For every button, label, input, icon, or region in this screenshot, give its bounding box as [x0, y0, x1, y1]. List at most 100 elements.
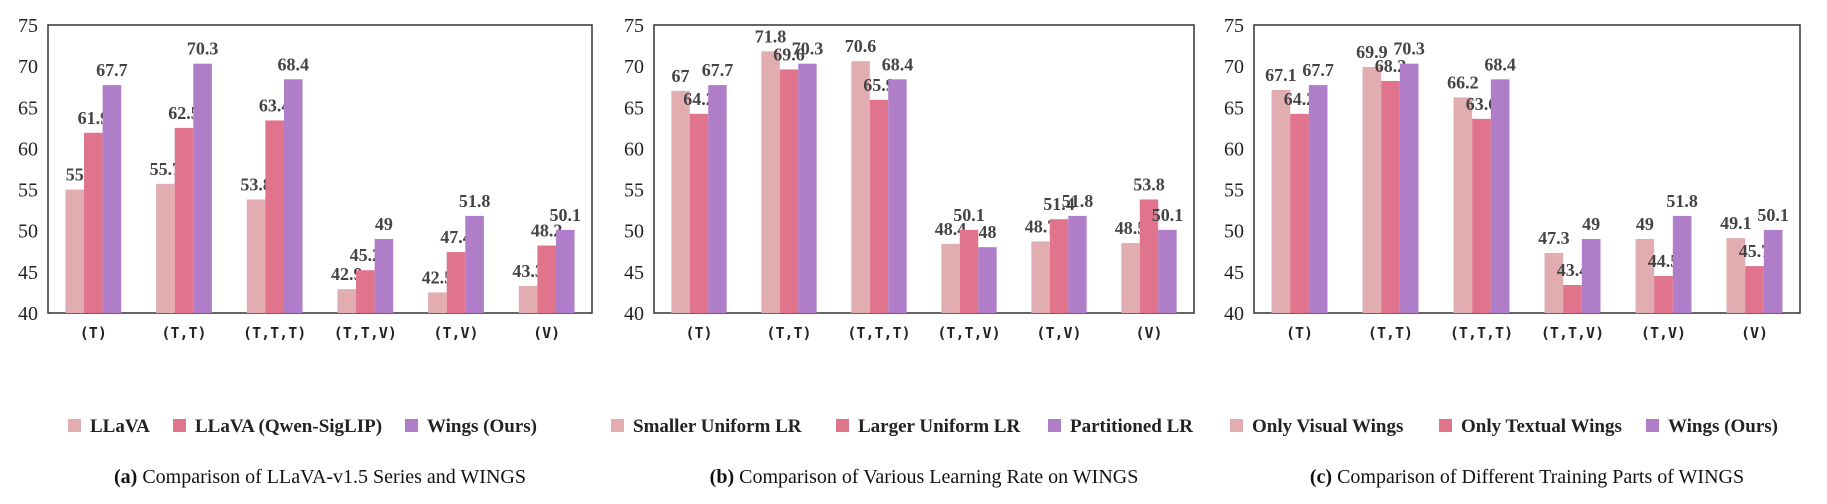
- data-label: 55: [66, 165, 84, 185]
- data-label: 65.9: [863, 75, 895, 95]
- x-tick-label: (T,T,T): [243, 324, 306, 342]
- bar: [959, 229, 979, 313]
- legend-swatch: [1439, 419, 1452, 432]
- legend-swatch: [173, 419, 186, 432]
- bar: [193, 63, 212, 313]
- data-label: 49.1: [1720, 213, 1752, 233]
- x-tick-label: (V): [533, 324, 560, 342]
- y-tick-label: 45: [18, 262, 38, 284]
- data-label: 42.5: [422, 267, 454, 287]
- bar: [888, 79, 907, 314]
- data-label: 47.4: [440, 227, 472, 247]
- bar: [337, 289, 357, 313]
- data-label: 43.4: [1557, 260, 1589, 280]
- data-label: 64.2: [1284, 89, 1316, 109]
- caption-prefix: (c): [1310, 466, 1337, 488]
- bar: [869, 99, 889, 313]
- bar: [1121, 243, 1140, 313]
- bar: [1745, 266, 1764, 313]
- bar: [1544, 252, 1564, 313]
- data-label: 51.4: [1043, 194, 1075, 214]
- data-label: 68.4: [1484, 54, 1516, 74]
- legend-swatch: [1646, 419, 1659, 432]
- legend-swatch: [611, 419, 624, 432]
- x-tick-label: (V): [1741, 324, 1768, 342]
- bar: [851, 61, 870, 313]
- bar: [1271, 90, 1291, 314]
- x-tick-label: (T,T,T): [1450, 324, 1513, 342]
- y-tick-label: 70: [1224, 56, 1244, 78]
- bar: [1472, 118, 1491, 313]
- y-tick-label: 45: [1224, 262, 1244, 284]
- x-tick-label: (T): [80, 324, 107, 342]
- chart-caption: (a) Comparison of LLaVA-v1.5 Series and …: [114, 466, 526, 488]
- data-label: 43.3: [512, 261, 544, 281]
- bar: [1158, 229, 1177, 313]
- caption-text: Comparison of Different Training Parts o…: [1337, 466, 1744, 488]
- data-label: 53.8: [240, 174, 272, 194]
- data-label: 51.8: [1062, 191, 1094, 211]
- bar: [428, 292, 447, 313]
- bar: [1362, 66, 1382, 313]
- bar: [356, 270, 375, 313]
- bar: [671, 90, 690, 313]
- bar: [446, 252, 466, 313]
- caption-prefix: (b): [710, 466, 739, 488]
- bar: [779, 69, 799, 313]
- data-label: 48.2: [531, 221, 563, 241]
- bar: [1049, 219, 1069, 313]
- bar: [941, 243, 960, 313]
- data-label: 70.3: [187, 39, 219, 59]
- y-tick-label: 70: [18, 56, 38, 78]
- y-tick-label: 45: [624, 262, 644, 284]
- legend-entry: Smaller Uniform LR: [633, 416, 802, 437]
- data-label: 49: [375, 214, 393, 234]
- bar: [1490, 79, 1510, 314]
- bar: [84, 132, 103, 313]
- data-label: 45.7: [1739, 241, 1771, 261]
- bar: [156, 183, 175, 313]
- chart-caption: (c) Comparison of Different Training Par…: [1310, 466, 1744, 488]
- data-label: 71.8: [755, 26, 787, 46]
- data-label: 48.4: [935, 219, 967, 239]
- legend-entry: Only Textual Wings: [1461, 416, 1622, 437]
- x-tick-label: (T,T,V): [937, 324, 1000, 342]
- data-label: 68.2: [1375, 56, 1407, 76]
- bar: [761, 51, 780, 314]
- legend-swatch: [68, 419, 81, 432]
- caption-text: Comparison of Various Learning Rate on W…: [739, 466, 1138, 488]
- bar: [1763, 229, 1783, 313]
- y-tick-label: 55: [624, 180, 644, 202]
- bar: [1068, 215, 1087, 313]
- chart-panel-0: 40 45 50 55 60 65 70 75 (T) 55 61.9 67.7 (T,T) 55.7 62…: [18, 15, 593, 488]
- data-label: 63.4: [259, 95, 291, 115]
- data-label: 50.1: [1757, 205, 1789, 225]
- data-label: 48.7: [1025, 216, 1057, 236]
- bar: [465, 215, 484, 313]
- data-label: 63.6: [1466, 94, 1498, 114]
- data-label: 47.3: [1538, 228, 1570, 248]
- legend-swatch: [405, 419, 418, 432]
- bar: [798, 63, 817, 313]
- x-tick-label: (T): [1286, 324, 1313, 342]
- y-tick-label: 65: [18, 97, 38, 119]
- data-label: 61.9: [78, 108, 110, 128]
- data-label: 67.7: [1302, 60, 1334, 80]
- y-tick-label: 75: [1224, 15, 1244, 37]
- data-label: 68.4: [278, 54, 310, 74]
- bar: [1031, 241, 1050, 313]
- x-tick-label: (T,T): [161, 324, 206, 342]
- legend-entry: Wings (Ours): [427, 416, 537, 437]
- y-tick-label: 75: [624, 15, 644, 37]
- bar: [265, 120, 284, 313]
- y-tick-label: 40: [624, 303, 644, 325]
- bar: [1453, 97, 1473, 313]
- bar: [708, 85, 727, 313]
- data-label: 68.4: [882, 54, 914, 74]
- bar: [1581, 238, 1601, 313]
- data-label: 62.5: [168, 103, 200, 123]
- plot-frame: [47, 24, 593, 314]
- bar: [374, 238, 394, 313]
